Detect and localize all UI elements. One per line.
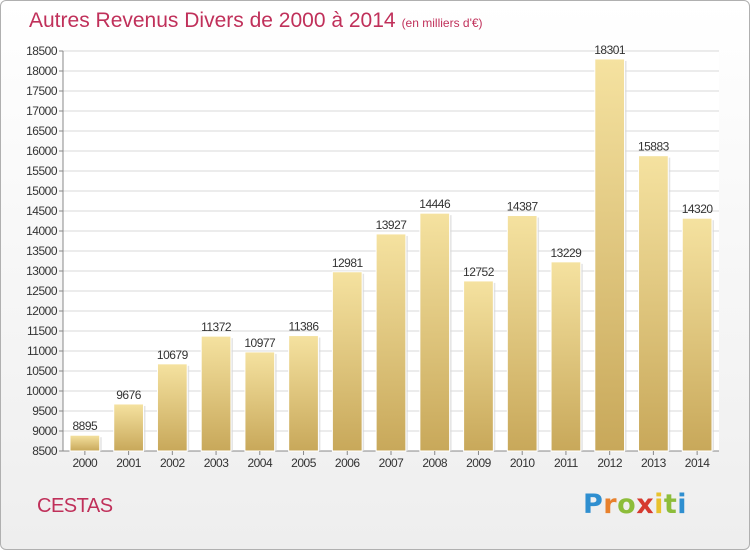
- y-tick-label: 14000: [26, 224, 58, 238]
- chart-title-text: Autres Revenus Divers de 2000 à 2014: [29, 9, 396, 32]
- x-tick-label: 2007: [379, 456, 405, 470]
- y-tick-label: 13000: [26, 264, 58, 278]
- bar: [375, 233, 407, 452]
- brand-logo-letter: i: [677, 489, 688, 520]
- x-tick-label: 2000: [73, 456, 99, 470]
- x-tick-label: 2004: [247, 456, 273, 470]
- bar-value-label: 13927: [376, 218, 408, 232]
- bar-value-label: 18301: [594, 43, 626, 57]
- y-tick-label: 12000: [26, 304, 58, 318]
- bar-value-label: 10977: [244, 336, 276, 350]
- brand-logo-letter: o: [617, 489, 637, 520]
- x-tick-label: 2005: [291, 456, 317, 470]
- x-tick-label: 2013: [641, 456, 667, 470]
- bar: [244, 351, 276, 452]
- x-tick-label: 2012: [597, 456, 623, 470]
- x-tick-label: 2014: [685, 456, 711, 470]
- bar: [550, 261, 582, 452]
- bar-value-label: 11372: [201, 320, 232, 334]
- chart-subtitle: (en milliers d'€): [401, 16, 483, 30]
- place-name: CESTAS: [37, 495, 113, 517]
- y-tick-label: 13500: [26, 244, 58, 258]
- bar: [463, 280, 494, 452]
- y-tick-label: 16000: [26, 144, 58, 158]
- bar: [113, 403, 144, 452]
- bar: [506, 215, 538, 452]
- y-tick-label: 15000: [26, 184, 58, 198]
- bar: [638, 155, 669, 452]
- y-tick-label: 14500: [26, 204, 58, 218]
- y-tick-label: 17500: [26, 84, 58, 98]
- x-tick-label: 2009: [466, 456, 492, 470]
- chart-title: Autres Revenus Divers de 2000 à 2014 (en …: [29, 9, 483, 33]
- y-tick-label: 17000: [26, 104, 58, 118]
- bar-value-label: 12752: [463, 265, 495, 279]
- brand-logo: Proxiti: [583, 489, 687, 520]
- x-tick-label: 2002: [160, 456, 186, 470]
- y-tick-label: 12500: [26, 284, 58, 298]
- y-tick-label: 10500: [26, 364, 58, 378]
- bar-value-label: 15883: [638, 140, 670, 154]
- y-tick-label: 18000: [26, 64, 58, 78]
- y-tick-label: 11000: [27, 344, 58, 358]
- bar-value-label: 11386: [289, 320, 320, 334]
- y-tick-label: 8500: [32, 444, 58, 458]
- x-tick-label: 2006: [335, 456, 361, 470]
- brand-logo-letter: r: [603, 489, 618, 520]
- y-tick-label: 16500: [26, 124, 58, 138]
- bar: [331, 271, 363, 452]
- x-tick-label: 2003: [204, 456, 230, 470]
- bar: [288, 335, 319, 452]
- bar: [681, 217, 713, 452]
- brand-logo-letter: P: [583, 489, 604, 520]
- brand-logo-letter: t: [663, 489, 678, 520]
- x-tick-label: 2011: [554, 456, 579, 470]
- bar: [69, 434, 101, 452]
- y-tick-label: 10000: [26, 384, 58, 398]
- bar: [200, 335, 232, 452]
- bar-value-label: 10679: [157, 348, 189, 362]
- bar-value-label: 8895: [73, 419, 99, 433]
- bar: [594, 58, 626, 452]
- bar: [419, 212, 451, 452]
- bar-value-label: 12981: [332, 256, 364, 270]
- bar-value-label: 14320: [682, 202, 714, 216]
- brand-logo-letter: i: [654, 489, 664, 520]
- x-tick-label: 2008: [422, 456, 448, 470]
- y-tick-label: 15500: [26, 164, 58, 178]
- brand-logo-letter: x: [636, 489, 655, 520]
- bar: [156, 363, 188, 452]
- x-tick-label: 2001: [116, 456, 142, 470]
- y-tick-label: 9500: [32, 404, 58, 418]
- y-tick-label: 11500: [27, 324, 58, 338]
- bar-value-label: 13229: [550, 246, 582, 260]
- y-tick-label: 18500: [26, 44, 58, 58]
- bar-value-label: 14446: [419, 197, 451, 211]
- bar-value-label: 14387: [507, 200, 539, 214]
- y-tick-label: 9000: [32, 424, 58, 438]
- x-tick-label: 2010: [510, 456, 536, 470]
- bar-value-label: 9676: [116, 388, 142, 402]
